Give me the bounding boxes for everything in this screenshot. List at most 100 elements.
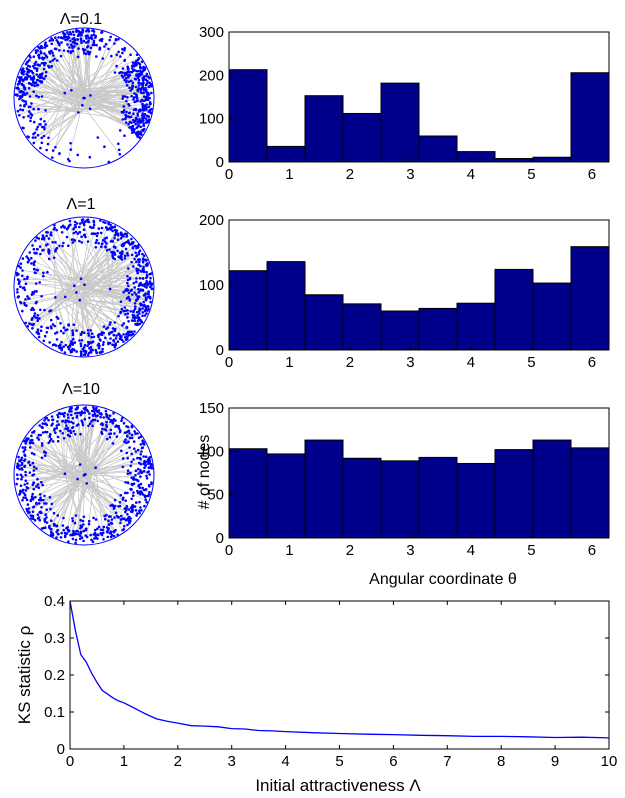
network-node [94, 348, 98, 352]
network-edge [19, 465, 87, 484]
network-node [36, 133, 40, 137]
x-axis-label-angular: Angular coordinate θ [369, 571, 517, 588]
network-node [118, 129, 122, 132]
network-node [140, 491, 144, 495]
network-node [87, 424, 90, 428]
network-node [21, 93, 24, 97]
histogram-bar [304, 439, 344, 539]
network-node [26, 482, 29, 485]
network-node [123, 491, 127, 495]
network-node [28, 297, 31, 300]
network-node [128, 436, 132, 440]
network-node [80, 330, 84, 334]
network-node [67, 33, 70, 36]
network-node [115, 334, 118, 337]
network-edge [55, 296, 121, 340]
network-edge [36, 483, 87, 504]
network-node [138, 307, 141, 311]
x-tick-label: 3 [406, 354, 414, 371]
network-edge [63, 35, 85, 99]
network-node [143, 303, 146, 307]
network-node [23, 288, 27, 292]
network-node [130, 433, 134, 437]
network-node [149, 300, 152, 304]
network-node [17, 455, 20, 459]
network-node [103, 240, 107, 243]
network-node [27, 81, 31, 85]
network-node [118, 71, 121, 75]
network-node [138, 136, 142, 140]
network-node [134, 450, 138, 453]
network-node [60, 41, 63, 44]
network-node [107, 523, 111, 526]
network-node [132, 440, 136, 443]
network-node [15, 473, 19, 477]
network-node [40, 442, 44, 445]
histogram-bar [456, 302, 496, 351]
network-edge [86, 483, 110, 525]
network-node [69, 413, 73, 417]
histogram-bar [342, 303, 382, 351]
network-node [129, 487, 132, 491]
network-node [84, 534, 87, 537]
network-node [30, 495, 34, 499]
network-node [135, 126, 139, 129]
network-node [30, 256, 33, 260]
network-node [27, 259, 31, 262]
network-node [28, 59, 31, 62]
network-node [74, 532, 77, 536]
network-node [138, 277, 142, 280]
network-node [132, 98, 135, 101]
network-node [100, 226, 104, 230]
network-node [23, 453, 26, 457]
network-node [102, 525, 106, 529]
network-node [47, 526, 51, 529]
network-edge [25, 101, 79, 113]
network-node [66, 31, 69, 34]
network-node [35, 485, 38, 488]
network-node [31, 492, 34, 496]
network-node [55, 426, 58, 430]
network-nodes [15, 218, 154, 357]
network-node [39, 493, 42, 496]
network-node [60, 347, 63, 351]
network-node [54, 332, 57, 335]
network-node [71, 30, 75, 34]
network-edge [76, 408, 86, 475]
network-node [32, 487, 36, 491]
network-node [78, 239, 81, 243]
network-node [76, 38, 79, 41]
network-node [123, 254, 127, 258]
network-node [52, 524, 56, 527]
network-node [37, 95, 40, 99]
network-node [34, 271, 37, 275]
network-node [52, 256, 56, 260]
network-node [49, 318, 53, 322]
network-node [137, 467, 140, 471]
network-node [48, 39, 52, 42]
network-node [119, 493, 123, 497]
network-node [44, 430, 47, 434]
network-node [137, 263, 140, 267]
network-node [47, 257, 51, 261]
network-node [23, 483, 27, 486]
network-node [130, 260, 133, 264]
network-node [19, 300, 22, 304]
network-node [125, 337, 129, 341]
network-node [135, 97, 139, 100]
network-node [141, 307, 144, 310]
network-node [16, 291, 19, 294]
network-node [75, 42, 78, 45]
network-edge [84, 235, 128, 286]
network-edge [37, 467, 96, 480]
network-node [23, 303, 27, 307]
network-node [117, 427, 121, 430]
y-tick-label: 150 [199, 400, 224, 417]
network-node [22, 73, 25, 76]
network-node [141, 267, 145, 271]
network-node [135, 117, 138, 121]
network-node [140, 60, 144, 64]
network-node [112, 534, 116, 538]
network-node [126, 73, 130, 77]
network-edge [70, 483, 88, 536]
